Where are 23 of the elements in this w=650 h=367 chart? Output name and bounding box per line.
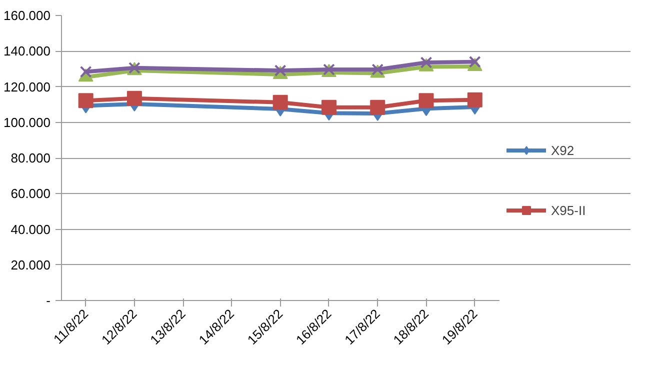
legend-label: X92 bbox=[551, 142, 574, 158]
point bbox=[78, 93, 94, 108]
point bbox=[418, 93, 434, 108]
y-tick-label: 140.000 bbox=[4, 44, 51, 59]
y-tick-label: 80.000 bbox=[10, 150, 51, 166]
y-tick-label: 20.000 bbox=[10, 257, 51, 272]
point bbox=[274, 64, 286, 76]
point bbox=[370, 100, 386, 115]
y-tick-label: 120.000 bbox=[4, 79, 51, 94]
y-tick-label: 100.000 bbox=[4, 114, 51, 130]
y-tick-label: 60.000 bbox=[10, 186, 51, 202]
point bbox=[272, 94, 288, 110]
y-tick-label: - bbox=[46, 293, 51, 308]
point bbox=[420, 56, 432, 68]
point bbox=[372, 64, 384, 76]
point bbox=[126, 90, 142, 106]
y-tick-label: 160.000 bbox=[4, 8, 51, 23]
point bbox=[467, 92, 482, 108]
legend-label: X95-II bbox=[551, 202, 586, 218]
point bbox=[321, 100, 336, 115]
point bbox=[468, 56, 481, 68]
y-tick-label: 40.000 bbox=[10, 222, 51, 237]
point bbox=[80, 66, 92, 78]
